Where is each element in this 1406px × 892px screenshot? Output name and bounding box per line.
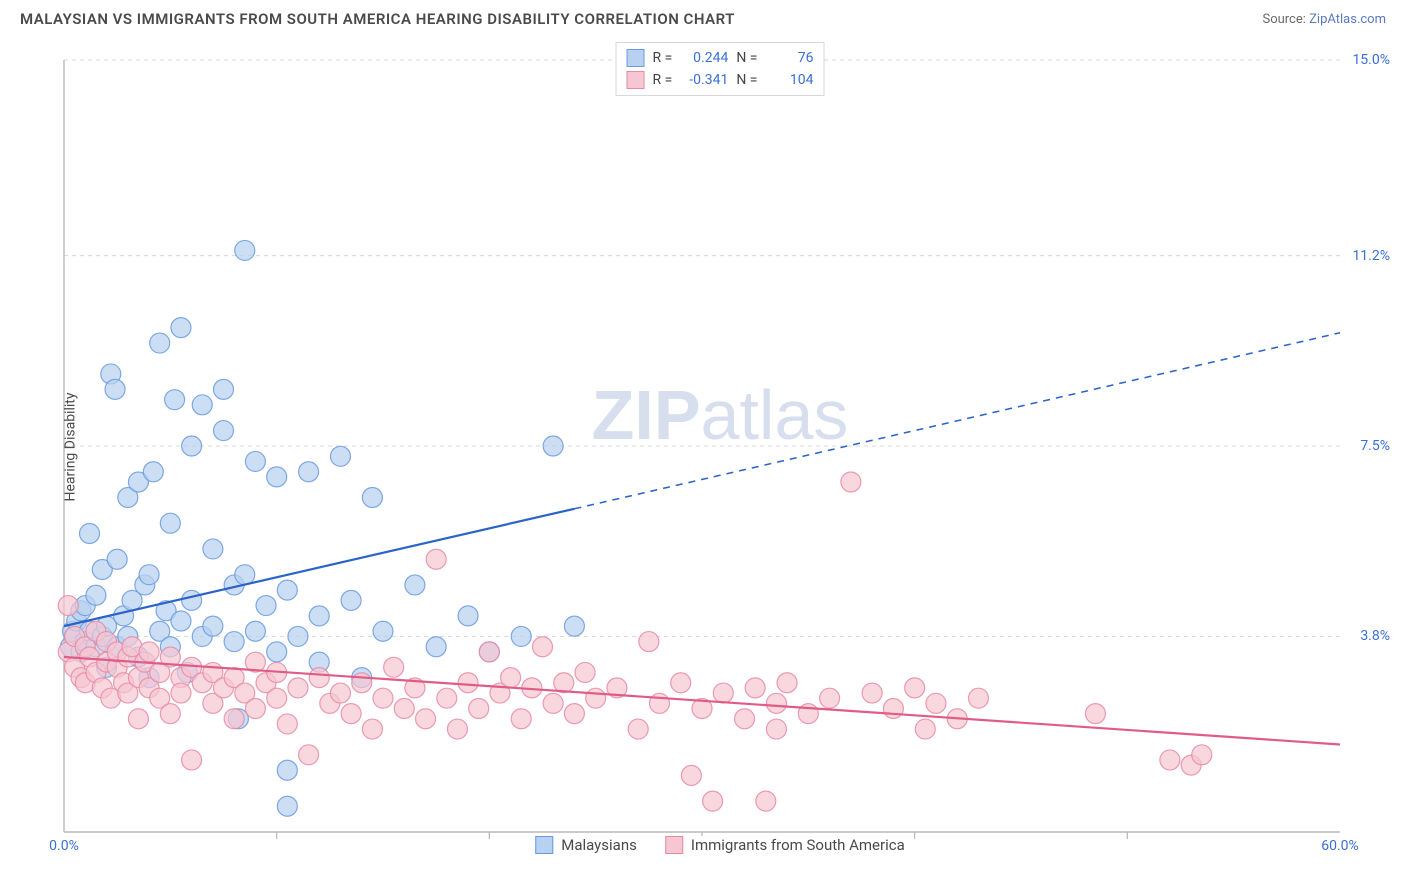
r-label: R = — [653, 72, 673, 88]
y-tick-label: 3.8% — [1358, 628, 1392, 644]
legend-swatch — [627, 71, 645, 89]
y-tick-label: 11.2% — [1350, 248, 1392, 264]
chart-header: MALAYSIAN VS IMMIGRANTS FROM SOUTH AMERI… — [0, 0, 1406, 34]
x-tick-label: 60.0% — [1319, 838, 1361, 854]
legend-item: Malaysians — [535, 836, 637, 854]
r-value: -0.341 — [680, 72, 728, 88]
source-attribution: Source: ZipAtlas.com — [1262, 12, 1386, 27]
r-label: R = — [653, 50, 673, 66]
r-value: 0.244 — [680, 50, 728, 66]
legend-swatch — [535, 836, 553, 854]
y-tick-label: 15.0% — [1350, 52, 1392, 68]
legend-stat-row: R = 0.244 N = 76 — [627, 47, 814, 69]
chart-container: Hearing Disability ZIPatlas R =0.244N =7… — [50, 42, 1390, 852]
series-legend: Malaysians Immigrants from South America — [527, 836, 913, 854]
source-link[interactable]: ZipAtlas.com — [1309, 12, 1386, 27]
legend-label: Malaysians — [561, 836, 637, 854]
n-value: 76 — [765, 50, 813, 66]
legend-label: Immigrants from South America — [691, 836, 905, 854]
n-label: N = — [736, 72, 757, 88]
correlation-legend: R = 0.244 N = 76 R = -0.341 N = 104 — [616, 42, 825, 96]
chart-title: MALAYSIAN VS IMMIGRANTS FROM SOUTH AMERI… — [20, 10, 735, 28]
legend-item: Immigrants from South America — [665, 836, 905, 854]
n-value: 104 — [765, 72, 813, 88]
scatter-plot — [50, 42, 1390, 852]
n-label: N = — [736, 50, 757, 66]
y-axis-label: Hearing Disability — [62, 393, 78, 502]
legend-swatch — [627, 49, 645, 67]
legend-stat-row: R = -0.341 N = 104 — [627, 69, 814, 91]
x-tick-label: 0.0% — [47, 838, 81, 854]
y-tick-label: 7.5% — [1358, 438, 1392, 454]
legend-swatch — [665, 836, 683, 854]
